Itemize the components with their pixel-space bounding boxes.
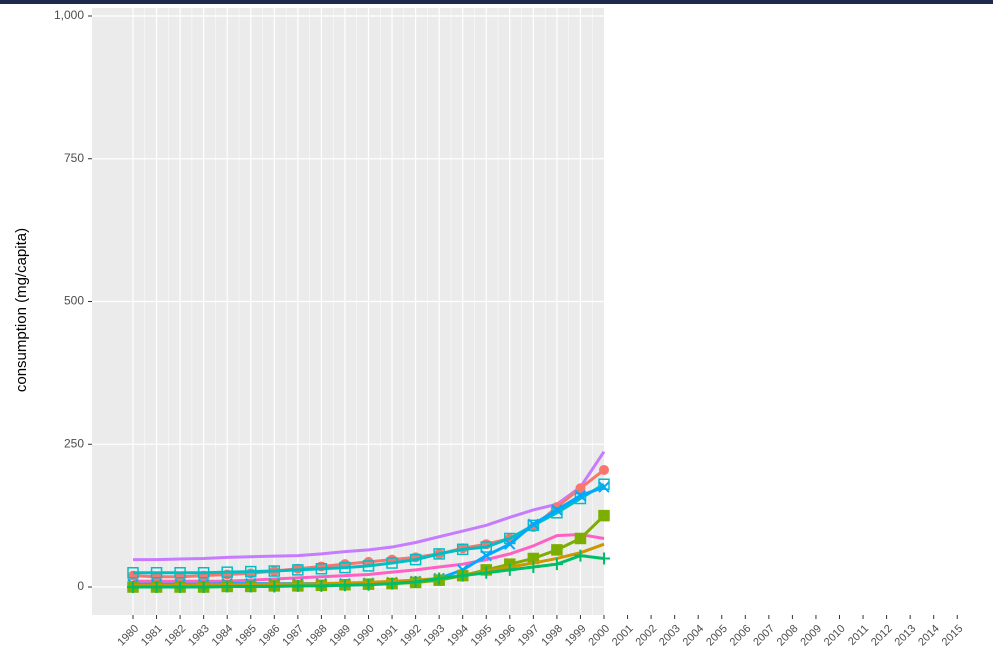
point (174, 566, 186, 579)
point (527, 518, 540, 530)
point (197, 581, 210, 594)
point (409, 575, 422, 588)
series-line (133, 450, 606, 562)
point (386, 557, 398, 569)
x-tick-label: 2008 (775, 623, 801, 649)
point (504, 538, 516, 550)
x-tick-label: 1985 (233, 623, 259, 649)
x-tick-label: 2012 (869, 623, 895, 649)
point (575, 483, 586, 494)
point (503, 563, 516, 576)
x-tick-label: 1984 (210, 623, 236, 649)
x-tick-label: 1999 (563, 623, 589, 649)
x-tick-label: 1996 (492, 623, 518, 649)
x-tick-label: 2003 (657, 623, 683, 649)
point (480, 541, 492, 553)
point (386, 577, 399, 590)
point (150, 581, 163, 594)
point (315, 579, 328, 592)
point (127, 581, 139, 594)
point (221, 580, 234, 593)
x-tick-label: 1988 (304, 623, 330, 649)
point (527, 561, 540, 574)
point (174, 581, 187, 594)
x-tick-label: 1998 (539, 623, 565, 649)
x-tick-label: 1997 (516, 623, 542, 649)
point (480, 566, 493, 579)
series-line (133, 532, 605, 583)
x-tick-label: 1992 (398, 623, 424, 649)
x-tick-label: 1987 (280, 623, 306, 649)
point (315, 562, 328, 575)
x-tick-label: 1995 (469, 623, 495, 649)
x-tick-label: 2001 (610, 623, 636, 649)
y-axis-label: consumption (mg/capita) (13, 228, 30, 392)
point (362, 578, 375, 591)
point (433, 572, 446, 585)
x-tick-label: 1986 (257, 623, 283, 649)
x-tick-label: 2000 (586, 623, 612, 649)
x-tick-label: 2006 (728, 623, 754, 649)
x-tick-label: 2011 (846, 623, 871, 648)
point (456, 569, 469, 582)
point (551, 544, 563, 556)
y-tick-label: 500 (64, 294, 84, 308)
point (268, 580, 281, 593)
x-tick-label: 2014 (916, 623, 942, 649)
point (598, 552, 610, 565)
point (291, 579, 304, 592)
x-tick-label: 2004 (681, 623, 707, 649)
x-tick-label: 2007 (751, 623, 777, 649)
point (150, 566, 163, 579)
point (338, 579, 351, 592)
top-bar (0, 0, 993, 4)
point (598, 509, 610, 522)
point (551, 504, 563, 516)
point (221, 566, 233, 578)
point (362, 560, 375, 572)
point (598, 478, 610, 490)
y-tick-label: 0 (77, 579, 84, 593)
y-tick-label: 1,000 (54, 8, 84, 22)
point (456, 543, 469, 556)
x-tick-label: 1981 (139, 623, 165, 649)
point (292, 564, 304, 576)
x-tick-label: 1990 (351, 623, 377, 649)
point (550, 558, 563, 571)
point (339, 561, 351, 574)
x-tick-label: 1994 (445, 623, 471, 649)
point (268, 565, 281, 577)
point (409, 553, 422, 566)
plot-panel (92, 8, 604, 615)
x-tick-label: 1983 (186, 623, 212, 649)
point (527, 519, 540, 532)
x-tick-label: 1993 (422, 623, 448, 649)
x-tick-label: 2010 (822, 623, 848, 649)
y-tick-label: 750 (64, 151, 84, 165)
y-tick-label: 250 (64, 436, 84, 450)
point (574, 489, 587, 502)
point (244, 580, 257, 593)
point (574, 549, 587, 562)
x-tick-label: 1980 (115, 623, 141, 649)
point (598, 481, 610, 493)
point (245, 565, 257, 578)
point (127, 566, 139, 579)
x-tick-label: 2002 (633, 623, 659, 649)
point (599, 464, 609, 475)
x-tick-label: 2009 (798, 623, 824, 649)
point (433, 548, 445, 560)
point (197, 566, 210, 579)
x-tick-label: 1989 (327, 623, 353, 649)
x-tick-label: 1991 (374, 623, 400, 649)
x-tick-label: 2013 (893, 623, 919, 649)
x-tick-label: 1982 (162, 623, 188, 649)
point (480, 549, 492, 562)
point (574, 532, 587, 545)
x-tick-label: 2005 (704, 623, 730, 649)
x-tick-label: 2015 (940, 623, 966, 649)
